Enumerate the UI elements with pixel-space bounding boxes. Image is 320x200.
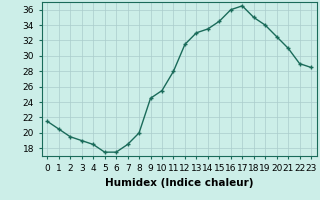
X-axis label: Humidex (Indice chaleur): Humidex (Indice chaleur) <box>105 178 253 188</box>
